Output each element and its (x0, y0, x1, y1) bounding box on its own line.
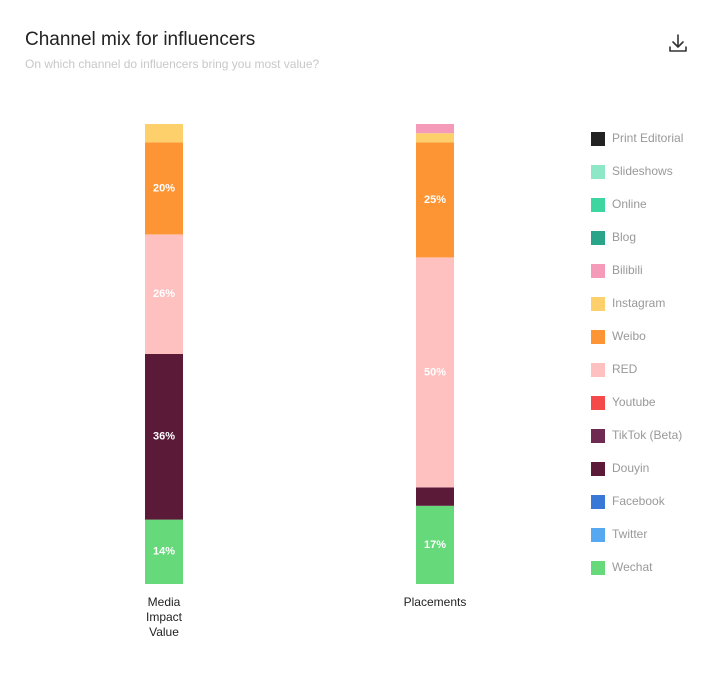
download-button[interactable] (669, 34, 687, 52)
legend-swatch (591, 561, 605, 575)
legend-swatch (591, 198, 605, 212)
x-tick-label: Placements (404, 595, 467, 609)
legend-label: Weibo (612, 329, 646, 343)
legend-swatch (591, 495, 605, 509)
value-label: 50% (424, 366, 446, 378)
legend-label: Print Editorial (612, 131, 683, 145)
value-label: 20% (153, 182, 175, 194)
bar-segment (145, 519, 183, 584)
legend-swatch (591, 264, 605, 278)
value-label: 25% (424, 194, 446, 206)
legend-swatch (591, 528, 605, 542)
legend-label: Youtube (612, 395, 656, 409)
bar-segment (416, 487, 454, 506)
chart-title: Channel mix for influencers (25, 29, 255, 50)
bar-segment (145, 124, 183, 143)
legend-label: Instagram (612, 296, 665, 310)
value-label: 26% (153, 288, 175, 300)
value-label: 14% (153, 546, 175, 558)
x-tick-label: Media Impact Value (146, 595, 183, 639)
bar-segment (145, 142, 183, 235)
legend-swatch (591, 231, 605, 245)
legend-swatch (591, 132, 605, 146)
bar-segment (416, 133, 454, 143)
legend-label: Douyin (612, 461, 649, 475)
bar-segment (416, 505, 454, 584)
bar-segment (416, 257, 454, 488)
value-label: 36% (153, 431, 175, 443)
legend-swatch (591, 363, 605, 377)
legend-label: Slideshows (612, 164, 673, 178)
legend-label: TikTok (Beta) (612, 428, 682, 442)
legend-label: RED (612, 362, 638, 376)
value-label: 17% (424, 539, 446, 551)
legend-label: Online (612, 197, 647, 211)
bar-segment (416, 142, 454, 258)
legend-swatch (591, 330, 605, 344)
legend-label: Wechat (612, 560, 653, 574)
bar-segment (416, 124, 454, 134)
chart-subtitle: On which channel do influencers bring yo… (25, 57, 319, 71)
bar-segment (145, 354, 183, 520)
legend-swatch (591, 462, 605, 476)
bar-segment (145, 234, 183, 354)
legend-label: Facebook (612, 494, 666, 508)
legend-swatch (591, 165, 605, 179)
legend-swatch (591, 297, 605, 311)
legend-label: Twitter (612, 527, 647, 541)
legend-label: Bilibili (612, 263, 643, 277)
legend-swatch (591, 396, 605, 410)
legend-swatch (591, 429, 605, 443)
legend-label: Blog (612, 230, 636, 244)
